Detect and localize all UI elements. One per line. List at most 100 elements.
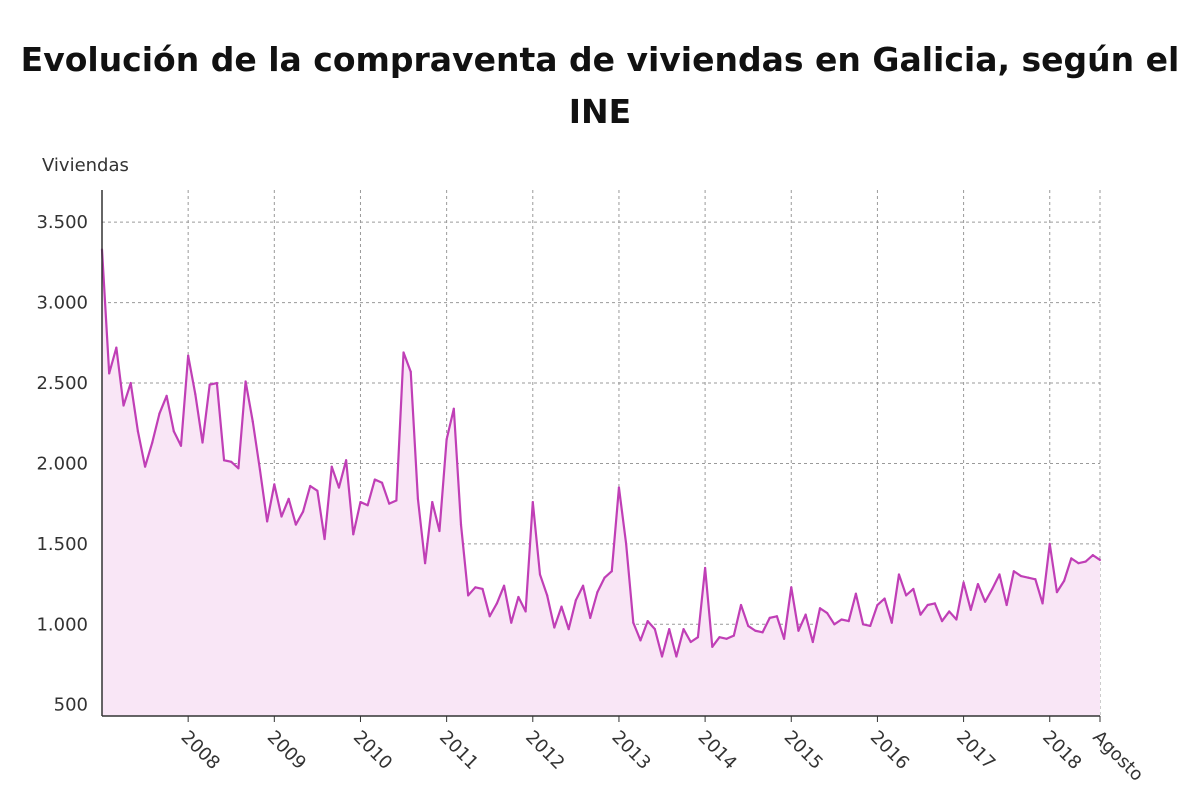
data-point: [287, 497, 290, 500]
data-point: [546, 594, 549, 597]
data-point: [948, 610, 951, 613]
y-tick-label: 3.000: [36, 293, 88, 314]
data-point: [165, 394, 168, 397]
data-point: [1034, 578, 1037, 581]
data-point: [567, 628, 570, 631]
data-point: [531, 500, 534, 504]
data-point: [610, 570, 613, 573]
data-point: [366, 504, 369, 507]
data-point: [919, 613, 922, 616]
data-point: [976, 583, 980, 586]
data-point: [388, 502, 391, 505]
data-point: [151, 441, 154, 444]
data-point: [1027, 576, 1030, 579]
data-point: [1063, 579, 1066, 582]
data-point: [1070, 557, 1073, 560]
data-point: [380, 481, 384, 484]
data-point: [912, 587, 915, 591]
data-point: [172, 430, 175, 433]
data-point: [897, 573, 901, 576]
data-point: [826, 611, 829, 615]
data-point: [818, 607, 822, 610]
data-point: [718, 636, 721, 639]
data-point: [1084, 560, 1087, 563]
data-point: [603, 576, 606, 579]
data-point: [337, 486, 341, 489]
data-point: [876, 603, 879, 607]
data-point: [725, 637, 728, 640]
data-point: [345, 459, 348, 462]
data-point: [208, 383, 211, 386]
x-tick-label: Agosto: [1088, 727, 1147, 786]
data-point: [998, 573, 1001, 576]
x-tick-label: 2014: [694, 727, 741, 774]
data-point: [1012, 570, 1015, 573]
data-point: [933, 602, 936, 605]
x-tick-label: 2008: [177, 727, 224, 774]
data-point: [409, 370, 412, 373]
data-point: [495, 602, 498, 605]
y-axis-label: Viviendas: [42, 155, 129, 176]
data-point: [122, 404, 125, 407]
data-point: [962, 581, 965, 584]
data-point: [984, 600, 987, 603]
data-point: [309, 484, 312, 488]
data-point: [775, 615, 779, 618]
y-tick-label: 500: [54, 695, 88, 716]
data-point: [854, 592, 857, 595]
data-point: [711, 645, 714, 648]
data-point: [510, 621, 513, 624]
data-point: [502, 584, 506, 587]
x-tick-labels: 2008 2009 2010 2011 2012 2013 2014 2015 2016 2017…: [177, 727, 1148, 786]
data-point: [1019, 574, 1023, 578]
data-point: [1098, 558, 1102, 562]
data-point: [1005, 603, 1008, 607]
data-point: [115, 346, 118, 349]
chart-title: Evolución de la compraventa de viviendas…: [20, 40, 1180, 131]
data-point: [940, 619, 944, 623]
data-point: [215, 381, 218, 385]
data-point: [330, 465, 333, 468]
data-point: [574, 599, 577, 602]
data-point: [431, 500, 434, 504]
series-area-fill: [102, 249, 1100, 716]
data-point: [194, 393, 197, 396]
data-point: [1041, 602, 1044, 605]
data-point: [869, 624, 872, 628]
series-line: [100, 249, 1101, 658]
data-point: [280, 515, 283, 518]
data-point: [187, 354, 190, 357]
data-point: [625, 542, 628, 545]
data-point: [581, 584, 585, 587]
data-point: [782, 637, 786, 640]
data-point: [811, 640, 814, 644]
data-point: [108, 372, 111, 375]
data-point: [273, 483, 276, 486]
x-tick-label: 2017: [952, 727, 999, 774]
data-point: [768, 616, 771, 619]
data-point: [653, 628, 656, 631]
data-point: [1048, 542, 1051, 545]
data-point: [395, 499, 398, 502]
x-tick-label: 2012: [521, 727, 568, 774]
data-point: [538, 573, 542, 576]
data-point: [294, 523, 297, 526]
data-point: [258, 468, 262, 471]
data-point: [682, 628, 685, 631]
data-point: [861, 623, 865, 626]
data-point: [617, 486, 621, 489]
data-point: [704, 566, 707, 570]
x-tick-label: 2011: [435, 727, 482, 774]
data-point: [402, 351, 405, 354]
x-tick-label: 2010: [349, 727, 396, 774]
data-point: [179, 444, 183, 447]
data-point: [517, 595, 520, 599]
data-point: [481, 587, 484, 591]
y-tick-label: 2.000: [36, 453, 88, 474]
data-point: [632, 621, 635, 624]
x-tick-label: 2016: [866, 727, 913, 774]
data-point: [230, 460, 233, 463]
data-point: [373, 478, 376, 481]
data-point: [553, 626, 556, 629]
